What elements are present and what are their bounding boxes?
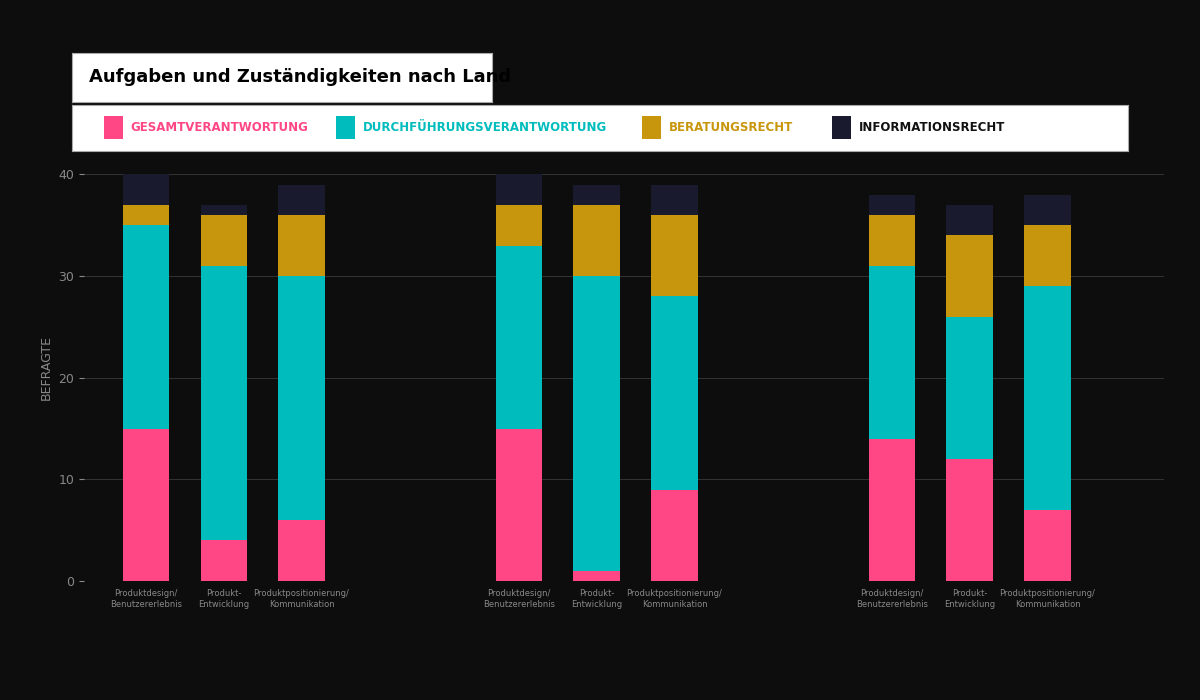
Text: GB: GB	[959, 123, 980, 137]
Bar	[103, 116, 122, 139]
Text: Aufgaben und Zuständigkeiten nach Land: Aufgaben und Zuständigkeiten nach Land	[89, 68, 511, 86]
Bar	[200, 540, 247, 581]
Bar	[278, 185, 325, 215]
Bar	[869, 215, 916, 266]
Bar	[1024, 225, 1070, 286]
Bar	[574, 185, 620, 205]
Bar	[947, 205, 994, 235]
Bar	[1024, 510, 1070, 581]
Bar	[947, 459, 994, 581]
Bar	[1024, 195, 1070, 225]
Bar	[574, 276, 620, 570]
Bar	[122, 428, 169, 581]
Bar	[278, 520, 325, 581]
Bar	[200, 266, 247, 540]
Bar	[869, 266, 916, 439]
Text: FRANKREICH: FRANKREICH	[174, 123, 274, 137]
Text: BERATUNGSRECHT: BERATUNGSRECHT	[668, 121, 793, 134]
Bar	[652, 215, 698, 296]
Bar	[947, 316, 994, 459]
Bar	[652, 296, 698, 489]
Bar	[574, 205, 620, 276]
Text: GESAMTVERANTWORTUNG: GESAMTVERANTWORTUNG	[130, 121, 308, 134]
Bar	[278, 215, 325, 276]
Text: DEUTSCHLAND: DEUTSCHLAND	[539, 123, 655, 137]
Bar	[122, 205, 169, 225]
Y-axis label: BEFRAGTE: BEFRAGTE	[40, 335, 53, 400]
Bar	[200, 215, 247, 266]
Bar	[642, 116, 661, 139]
Text: DURCHFÜHRUNGSVERANTWORTUNG: DURCHFÜHRUNGSVERANTWORTUNG	[362, 121, 607, 134]
Bar	[652, 489, 698, 581]
Bar	[574, 570, 620, 581]
Bar	[496, 428, 542, 581]
Bar	[652, 185, 698, 215]
Text: INFORMATIONSRECHT: INFORMATIONSRECHT	[859, 121, 1006, 134]
Bar	[122, 225, 169, 428]
Bar	[122, 174, 169, 205]
Bar	[869, 439, 916, 581]
Bar	[278, 276, 325, 520]
Bar	[1024, 286, 1070, 510]
Bar	[496, 246, 542, 428]
Bar	[869, 195, 916, 215]
Bar	[336, 116, 355, 139]
Bar	[833, 116, 851, 139]
Bar	[496, 205, 542, 246]
Bar	[496, 174, 542, 205]
Bar	[947, 235, 994, 316]
Bar	[200, 205, 247, 215]
